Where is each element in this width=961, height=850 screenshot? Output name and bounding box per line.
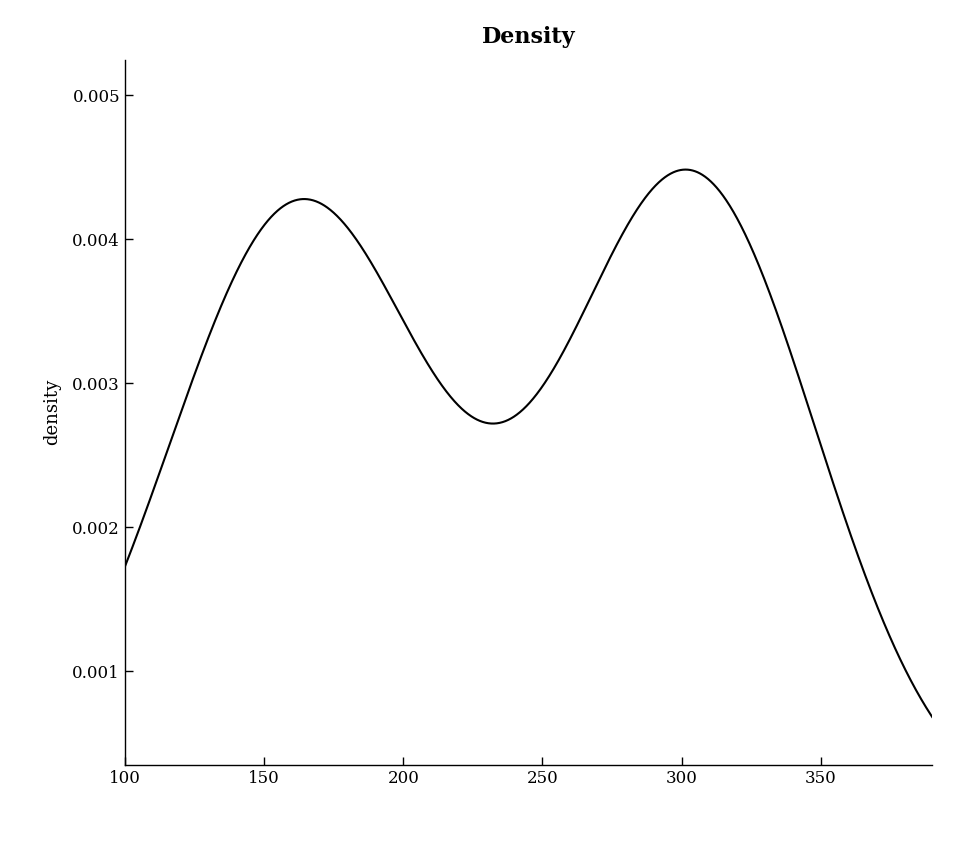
Title: Density: Density [481,26,576,48]
Y-axis label: density: density [43,379,62,445]
